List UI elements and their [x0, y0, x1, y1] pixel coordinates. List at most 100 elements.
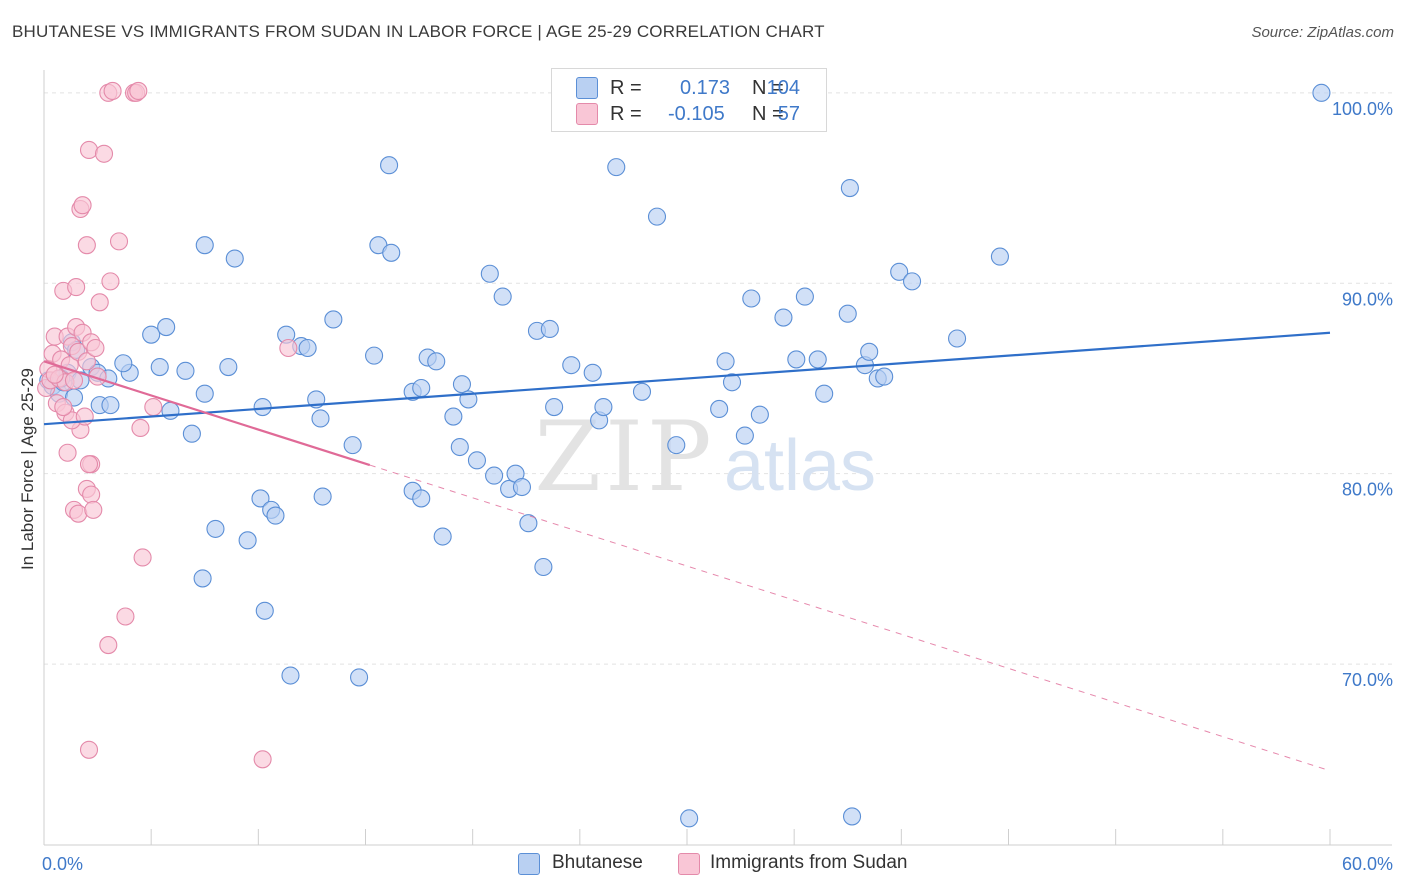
- sudan-trend-extension: [369, 464, 1331, 772]
- bhutanese-point: [350, 668, 369, 687]
- sudan-point: [77, 352, 96, 371]
- bhutanese-point: [182, 424, 201, 443]
- bhutanese-point: [150, 358, 169, 377]
- y-tick-label: 80.0%: [1342, 480, 1393, 500]
- bhutanese-point: [632, 382, 652, 401]
- sudan-point: [84, 500, 103, 519]
- sudan-point: [79, 740, 99, 759]
- bhutanese-point: [716, 352, 735, 371]
- sudan-point: [129, 81, 148, 100]
- legend-label-sudan: Immigrants from Sudan: [710, 852, 908, 873]
- sudan-point: [69, 504, 88, 523]
- sudan-point: [64, 371, 84, 390]
- sudan-point: [144, 397, 163, 417]
- bhutanese-point: [412, 378, 431, 398]
- bhutanese-point: [902, 272, 922, 291]
- y-tick-label: 90.0%: [1342, 289, 1393, 309]
- bhutanese-point: [225, 249, 244, 268]
- bhutanese-point: [324, 310, 343, 329]
- watermark: ZIP atlas: [534, 401, 876, 513]
- bhutanese-point: [840, 179, 859, 198]
- tick-label-layer: 70.0% 80.0% 90.0% 100.0% 0.0% 60.0%: [42, 99, 1393, 874]
- legend-swatch-pink: [576, 103, 598, 125]
- bhutanese-point: [444, 407, 463, 426]
- sudan-point: [131, 418, 150, 438]
- bhutanese-point: [433, 527, 452, 546]
- bhutanese-point: [493, 287, 512, 306]
- sudan-point: [45, 365, 64, 384]
- bhutanese-point: [219, 358, 238, 377]
- bhutanese-point: [382, 243, 401, 262]
- bhutanese-point: [742, 289, 761, 308]
- x-tick-label-min: 0.0%: [42, 854, 83, 874]
- bhutanese-point: [948, 329, 967, 348]
- bhutanese-point: [251, 489, 270, 508]
- legend-n-value: 104: [766, 77, 800, 99]
- sudan-point: [54, 397, 73, 417]
- bhutanese-point: [722, 373, 742, 392]
- watermark-zip: ZIP: [534, 401, 715, 513]
- bhutanese-point: [266, 506, 285, 525]
- legend-n-label: N =: [752, 103, 784, 125]
- bhutanese-point: [313, 487, 332, 506]
- bhutanese-point: [206, 519, 225, 538]
- legend-swatch-pink: [678, 853, 700, 875]
- bhutanese-point: [114, 354, 133, 373]
- bhutanese-point: [412, 489, 431, 508]
- sudan-point: [90, 293, 109, 312]
- sudan-point: [77, 236, 96, 255]
- sudan-point: [94, 144, 114, 163]
- bhutanese-point: [142, 325, 161, 344]
- bhutanese-point: [519, 514, 538, 533]
- sudan-point: [279, 338, 298, 358]
- bhutanese-point: [594, 397, 613, 417]
- chart-title: BHUTANESE VS IMMIGRANTS FROM SUDAN IN LA…: [12, 22, 825, 41]
- legend-swatch-blue: [518, 853, 540, 875]
- bhutanese-point: [562, 356, 581, 375]
- bhutanese-point: [842, 807, 862, 826]
- bhutanese-point: [161, 401, 180, 420]
- correlation-legend: R = 0.173 N = 104 R = -0.105 N = 57: [551, 68, 827, 132]
- y-tick-label: 70.0%: [1342, 670, 1393, 690]
- points-layer: [37, 81, 1331, 828]
- bhutanese-point: [365, 346, 384, 365]
- legend-n-value: 57: [777, 103, 800, 125]
- sudan-point: [101, 272, 120, 291]
- bhutanese-point: [255, 601, 274, 620]
- bhutanese-point: [875, 367, 894, 386]
- bhutanese-point: [795, 287, 814, 306]
- bhutanese-point: [787, 350, 806, 369]
- sudan-point: [253, 750, 272, 769]
- bhutanese-point: [157, 318, 176, 337]
- bhutanese-point: [101, 396, 120, 415]
- sudan-trend-line: [43, 360, 371, 467]
- y-axis-title: In Labor Force | Age 25-29: [18, 368, 37, 570]
- bhutanese-point: [540, 319, 559, 339]
- bhutanese-point: [298, 338, 317, 358]
- sudan-point: [82, 485, 101, 504]
- bhutanese-point: [452, 375, 472, 394]
- legend-n-label: N =: [752, 77, 784, 99]
- bhutanese-point: [238, 531, 257, 550]
- sudan-point: [116, 607, 135, 626]
- bhutanese-point: [193, 569, 212, 588]
- grid-layer: [44, 92, 1392, 665]
- bhutanese-point: [990, 247, 1009, 266]
- bhutanese-point: [485, 466, 504, 485]
- bhutanese-point: [467, 451, 487, 470]
- bhutanese-point: [253, 397, 272, 417]
- legend-r-value: 0.173: [680, 77, 731, 99]
- source-label: Source: ZipAtlas.com: [1251, 24, 1394, 41]
- bhutanese-point: [380, 156, 399, 175]
- y-tick-label: 100.0%: [1332, 99, 1393, 119]
- legend-swatch-blue: [576, 77, 598, 99]
- x-tick-label-max: 60.0%: [1342, 854, 1393, 874]
- bhutanese-point: [680, 809, 699, 828]
- legend-label-bhutanese: Bhutanese: [552, 852, 643, 873]
- bhutanese-point: [450, 437, 469, 457]
- bhutanese-point: [838, 304, 857, 323]
- bhutanese-point: [1312, 83, 1331, 102]
- sudan-point: [79, 140, 99, 160]
- bhutanese-point: [710, 399, 729, 418]
